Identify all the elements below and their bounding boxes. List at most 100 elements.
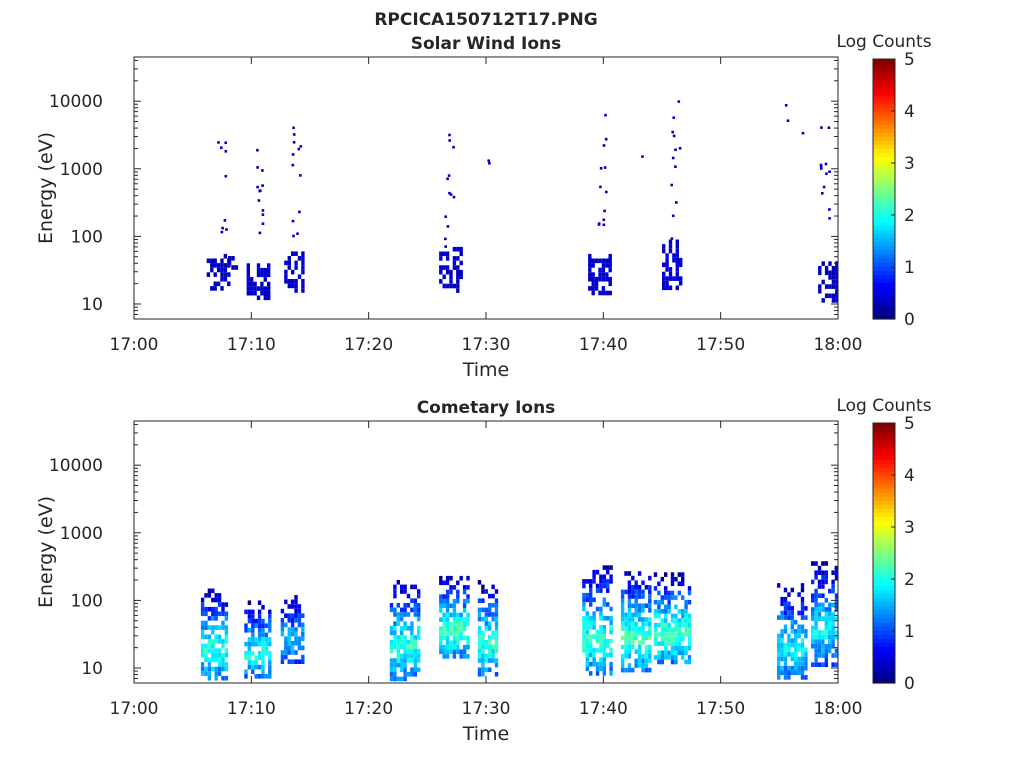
spectrogram-cell xyxy=(814,644,818,649)
spectrogram-cell xyxy=(831,625,835,631)
spectrogram-cell xyxy=(290,622,295,628)
spectrogram-cell xyxy=(585,666,589,672)
spectrogram-cell xyxy=(261,646,265,651)
spectrogram-cell xyxy=(592,620,596,626)
spectrogram-cell xyxy=(456,649,460,655)
spectrogram-cell xyxy=(301,269,305,275)
spectrogram-cell xyxy=(602,565,606,570)
spectrogram-point xyxy=(298,210,301,214)
spectrogram-cell xyxy=(641,654,645,659)
figure-title: RPCICA150712T17.PNG xyxy=(374,10,597,30)
spectrogram-cell xyxy=(301,659,305,664)
spectrogram-cell xyxy=(817,565,822,571)
spectrogram-cell xyxy=(445,256,450,261)
spectrogram-cell xyxy=(601,272,606,277)
spectrogram-cell xyxy=(679,262,683,268)
spectrogram-cell xyxy=(204,620,208,626)
spectrogram-cell xyxy=(595,629,600,635)
spectrogram-cell xyxy=(835,293,839,299)
spectrogram-cell xyxy=(287,641,291,646)
spectrogram-cell xyxy=(780,665,784,671)
spectrogram-cell xyxy=(403,676,407,682)
cometary-xlabel: Time xyxy=(462,723,510,745)
spectrogram-cell xyxy=(831,662,835,667)
spectrogram-cell xyxy=(251,614,255,619)
spectrogram-cell xyxy=(491,584,495,590)
spectrogram-cell xyxy=(214,671,218,676)
spectrogram-cell xyxy=(589,648,593,653)
spectrogram-cell xyxy=(592,579,596,584)
spectrogram-cell xyxy=(817,570,822,575)
spectrogram-cell xyxy=(592,611,596,616)
spectrogram-cell xyxy=(481,598,485,603)
spectrogram-cell xyxy=(445,603,450,609)
spectrogram-cell xyxy=(442,603,446,609)
spectrogram-cell xyxy=(449,269,453,275)
spectrogram-cell xyxy=(821,298,825,303)
spectrogram-cell xyxy=(641,658,645,664)
spectrogram-cell xyxy=(287,631,291,637)
spectrogram-point xyxy=(448,133,451,137)
spectrogram-cell xyxy=(588,258,592,264)
spectrogram-cell xyxy=(609,661,613,667)
spectrogram-cell xyxy=(207,643,212,649)
spectrogram-cell xyxy=(644,667,649,673)
spectrogram-cell xyxy=(396,621,400,626)
spectrogram-cell xyxy=(828,634,832,640)
spectrogram-point xyxy=(671,214,675,218)
spectrogram-cell xyxy=(301,279,305,284)
spectrogram-cell xyxy=(670,572,675,577)
spectrogram-point xyxy=(452,195,456,199)
spectrogram-cell xyxy=(670,627,675,633)
spectrogram-cell xyxy=(687,632,692,637)
spectrogram-cell xyxy=(393,593,397,599)
spectrogram-cell xyxy=(665,257,669,263)
spectrogram-cell xyxy=(477,607,482,613)
spectrogram-cell xyxy=(280,618,285,623)
spectrogram-cell xyxy=(602,657,606,662)
spectrogram-cell xyxy=(783,615,788,620)
spectrogram-cell xyxy=(817,662,822,667)
spectrogram-cell xyxy=(660,659,664,665)
spectrogram-cell xyxy=(681,618,685,623)
spectrogram-point xyxy=(672,134,676,138)
spectrogram-cell xyxy=(834,593,839,598)
spectrogram-cell xyxy=(217,602,222,607)
spectrogram-cell xyxy=(627,594,632,599)
spectrogram-point xyxy=(603,209,606,213)
spectrogram-cell xyxy=(290,641,295,646)
spectrogram-cell xyxy=(261,641,265,647)
spectrogram-cell xyxy=(211,639,215,644)
colorbar-segment xyxy=(873,581,895,587)
spectrogram-cell xyxy=(247,641,252,647)
spectrogram-cell xyxy=(246,277,250,282)
spectrogram-cell xyxy=(631,644,635,650)
spectrogram-cell xyxy=(627,635,632,641)
spectrogram-cell xyxy=(213,286,217,291)
spectrogram-cell xyxy=(828,611,832,617)
colorbar-segment xyxy=(873,172,895,178)
spectrogram-cell xyxy=(794,629,798,634)
spectrogram-cell xyxy=(221,602,225,607)
colorbar-segment xyxy=(873,91,895,97)
spectrogram-cell xyxy=(637,654,642,659)
spectrogram-cell xyxy=(462,608,467,613)
spectrogram-cell xyxy=(644,658,649,664)
spectrogram-cell xyxy=(783,642,788,648)
colorbar-segment xyxy=(873,95,895,101)
spectrogram-cell xyxy=(674,627,678,633)
spectrogram-cell xyxy=(221,625,225,630)
spectrogram-cell xyxy=(290,659,295,664)
spectrogram-cell xyxy=(777,670,781,676)
spectrogram-cell xyxy=(234,265,239,270)
spectrogram-cell xyxy=(445,635,450,641)
spectrogram-cell xyxy=(214,597,218,603)
y-tick-label: 10 xyxy=(81,659,103,679)
spectrogram-cell xyxy=(599,611,603,616)
spectrogram-cell xyxy=(294,650,298,655)
spectrogram-cell xyxy=(631,585,635,590)
spectrogram-cell xyxy=(403,658,407,663)
colorbar-segment xyxy=(873,654,895,660)
colorbar-segment xyxy=(873,577,895,583)
spectrogram-point xyxy=(821,192,824,195)
